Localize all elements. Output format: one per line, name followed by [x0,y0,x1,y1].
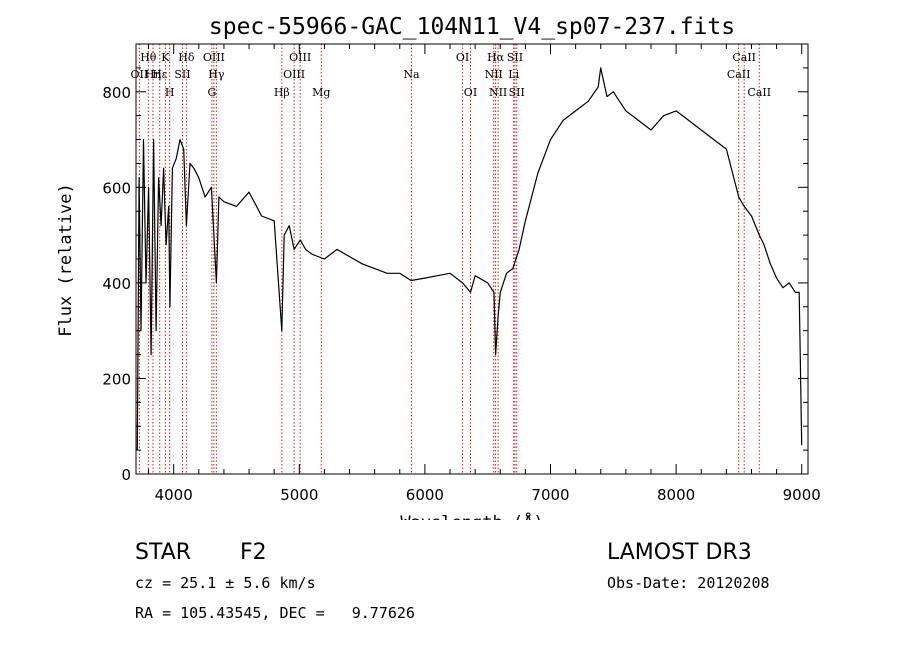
object-type: STAR [135,540,192,565]
emission-lines [138,44,760,474]
line-label-9: Hγ [208,68,225,81]
line-label-12: OIII [289,51,311,64]
line-label-17: OI [464,86,477,99]
subclass: F2 [240,540,267,565]
x-axis-ticks: 4000 5000 6000 7000 8000 9000 [148,44,821,504]
line-label-24: CaII [732,51,756,64]
line-label-5: H [165,86,175,99]
x-tick-label-8000: 8000 [657,486,695,504]
line-label-4: Hε [152,68,168,81]
x-tick-label-5000: 5000 [280,486,318,504]
line-label-22: Li [508,68,519,81]
x-tick-label-7000: 7000 [531,486,569,504]
y-tick-label-200: 200 [102,370,131,388]
line-label-21: SII [507,51,523,64]
redshift-cz: cz = 25.1 ± 5.6 km/s [135,574,316,592]
plot-frame [135,43,809,475]
y-tick-label-0: 0 [121,466,131,484]
spectrum-chart: spec-55966-GAC_104N11_V4_sp07-237.fits H… [56,14,821,520]
line-label-10: G [207,86,216,99]
line-label-15: Na [403,68,420,81]
line-label-6: Hδ [178,51,195,64]
line-label-20: NII [489,86,507,99]
coordinates: RA = 105.43545, DEC = 9.77626 [135,604,415,622]
spectrum-line [136,67,803,451]
y-axis-ticks: 0 200 400 600 800 [102,67,808,484]
line-label-18: Hα [487,51,505,64]
line-label-0: Hθ [140,51,157,64]
chart-title: spec-55966-GAC_104N11_V4_sp07-237.fits [209,14,735,40]
y-axis-label: Flux (relative) [56,183,76,337]
line-label-16: OI [456,51,469,64]
survey-name: LAMOST DR3 [607,540,752,565]
line-label-19: NII [485,68,503,81]
y-tick-label-800: 800 [102,84,131,102]
line-label-25: CaII [727,68,751,81]
x-tick-label-9000: 9000 [783,486,821,504]
line-label-13: OIII [283,68,305,81]
line-label-8: OIII [203,51,225,64]
y-tick-label-400: 400 [102,275,131,293]
x-axis-label: Wavelength (Å) [400,511,543,520]
x-tick-label-6000: 6000 [406,486,444,504]
line-label-14: Mg [312,86,330,99]
observation-date: Obs-Date: 20120208 [607,574,770,592]
x-tick-label-4000: 4000 [155,486,193,504]
line-label-23: SII [509,86,525,99]
y-tick-label-600: 600 [102,179,131,197]
line-label-1: OII [131,68,149,81]
line-label-11: Hβ [274,86,290,99]
line-label-2: Hη [145,68,161,81]
line-label-26: CaII [747,86,771,99]
line-label-7: SII [174,68,190,81]
line-label-3: K [161,51,170,64]
